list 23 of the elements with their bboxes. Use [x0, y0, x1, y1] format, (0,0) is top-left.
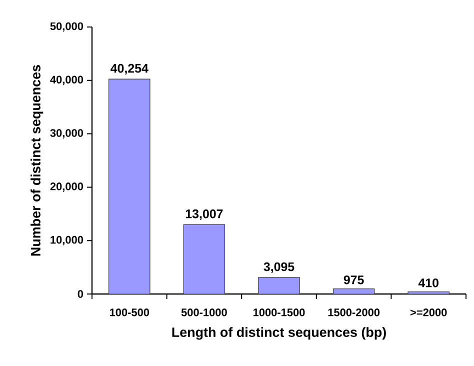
x-axis-title: Length of distinct sequences (bp)	[172, 327, 386, 340]
y-tick-label: 0	[78, 290, 84, 298]
x-tick-label: 100-500	[110, 308, 150, 316]
y-tick-label: 40,000	[50, 76, 84, 86]
data-label: 410	[418, 278, 438, 288]
x-tick-label: 1000-1500	[253, 308, 305, 316]
y-tick-label: 20,000	[50, 182, 84, 192]
x-tick-label: 1500-2000	[328, 308, 380, 316]
bar	[332, 288, 375, 294]
y-axis-title: Number of distinct sequences	[30, 65, 44, 256]
bar	[408, 292, 450, 294]
data-label: 13,007	[186, 209, 223, 220]
x-tick-label: 500-1000	[181, 308, 227, 316]
y-tick-label: 10,000	[50, 236, 84, 246]
y-tick-label: 50,000	[50, 22, 84, 32]
data-label: 40,254	[110, 64, 148, 75]
bar	[108, 78, 150, 294]
bar	[258, 277, 300, 294]
x-tick-label: >=2000	[410, 308, 447, 316]
y-tick-label: 30,000	[50, 129, 84, 138]
data-label: 975	[344, 275, 364, 284]
data-label: 3,095	[264, 262, 294, 273]
bar	[183, 224, 226, 294]
